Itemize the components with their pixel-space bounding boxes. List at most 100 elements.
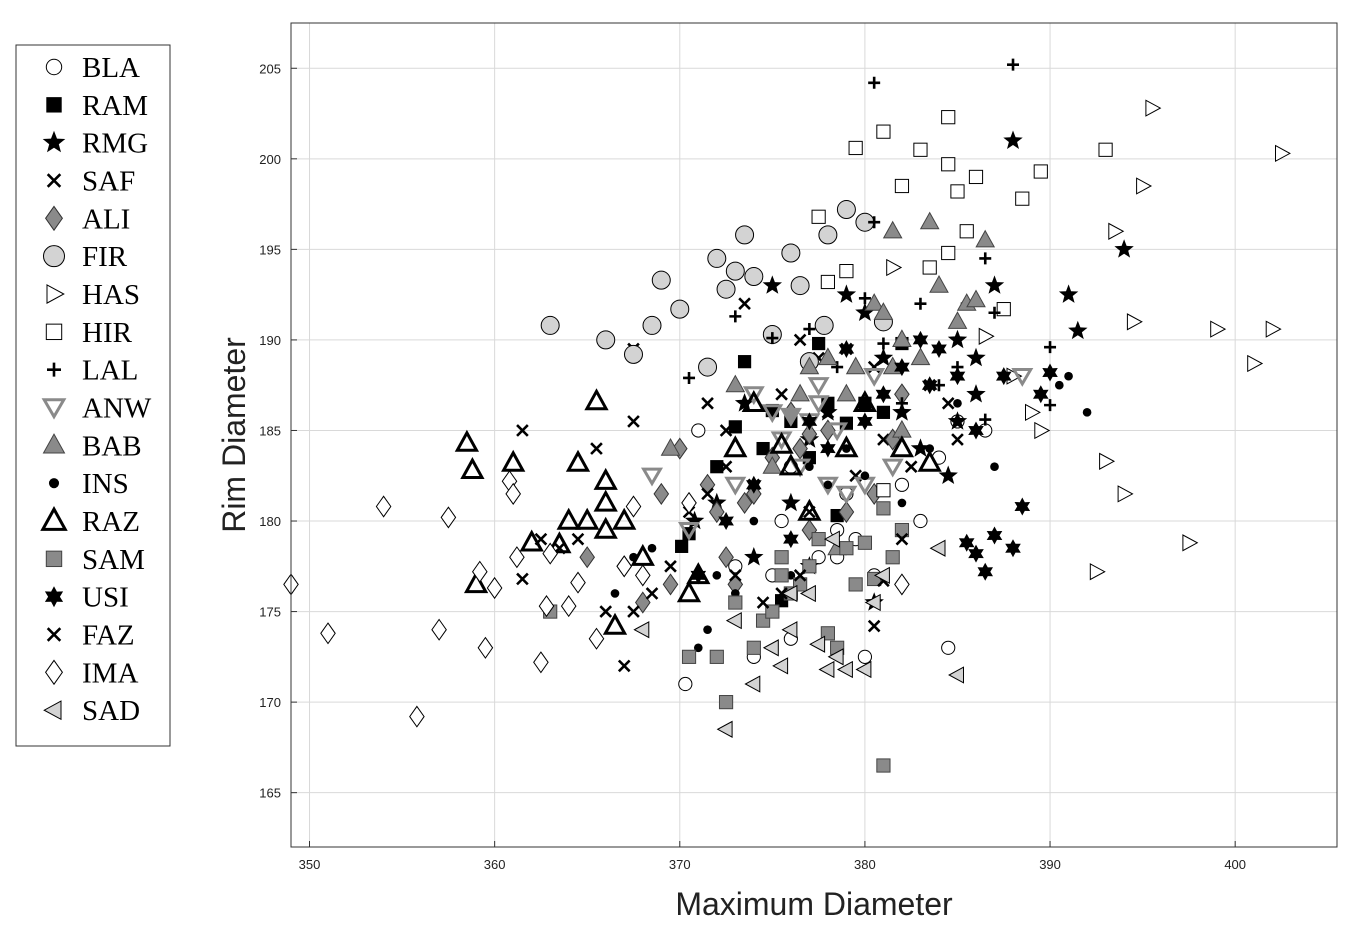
data-point (699, 473, 716, 496)
data-point (947, 311, 968, 329)
data-point (1145, 99, 1162, 117)
data-point (1025, 403, 1041, 422)
data-point (781, 584, 798, 603)
x-tick-label: 400 (1224, 857, 1246, 872)
data-point (516, 424, 529, 437)
data-point (610, 589, 620, 598)
legend-item-saf: SAF (46, 166, 135, 198)
data-point (793, 333, 807, 347)
series-ins (610, 371, 1092, 653)
data-point (925, 444, 935, 453)
data-point (719, 424, 733, 437)
data-point (707, 248, 727, 268)
data-point (584, 388, 609, 411)
data-point (895, 532, 909, 546)
data-point (602, 612, 628, 635)
legend-item-ima: IMA (44, 657, 138, 689)
data-point (814, 315, 834, 335)
data-point (876, 483, 891, 498)
data-point (1182, 534, 1199, 552)
data-point (501, 449, 526, 472)
data-point (938, 465, 958, 484)
y-tick-label: 165 (259, 786, 281, 801)
legend-label: HIR (82, 317, 133, 349)
legend-label: RAM (82, 90, 148, 122)
data-point (848, 140, 863, 156)
legend-marker (42, 433, 66, 454)
data-point (409, 705, 425, 728)
data-point (811, 209, 826, 224)
data-point (664, 559, 677, 573)
data-point (868, 216, 881, 229)
data-point (975, 229, 996, 248)
data-point (860, 471, 870, 481)
data-point (949, 367, 966, 386)
data-point (579, 546, 596, 569)
data-point (941, 110, 956, 125)
data-point (818, 225, 838, 245)
data-point (894, 178, 910, 194)
data-point (627, 605, 640, 618)
data-point (941, 245, 956, 261)
legend-label: SAF (82, 166, 135, 198)
data-point (778, 453, 804, 476)
data-point (818, 660, 835, 679)
data-point (799, 584, 816, 603)
data-point (950, 184, 965, 199)
data-point (836, 200, 856, 220)
data-point (803, 323, 816, 336)
legend-label: INS (82, 468, 129, 500)
legend-item-ins: INS (48, 468, 129, 500)
data-point (440, 506, 457, 529)
data-point (820, 274, 835, 290)
data-point (738, 297, 751, 311)
data-point (486, 576, 503, 600)
data-point (575, 507, 600, 530)
legend-label: USI (82, 582, 129, 614)
data-point (845, 356, 866, 375)
data-point (979, 252, 992, 265)
y-tick-label: 200 (259, 152, 281, 167)
data-point (533, 651, 549, 674)
data-point (959, 224, 974, 239)
data-point (540, 315, 560, 335)
data-point (588, 627, 605, 650)
data-point (895, 397, 908, 410)
data-point (886, 258, 903, 277)
data-point (772, 657, 789, 675)
x-tick-label: 350 (299, 857, 321, 872)
data-point (744, 675, 761, 693)
legend-marker (42, 130, 66, 153)
data-point (826, 422, 849, 442)
data-point (708, 500, 725, 524)
data-point (691, 423, 706, 438)
data-point (1058, 284, 1079, 303)
data-point (684, 510, 705, 530)
data-point (744, 267, 764, 287)
y-tick-label: 180 (259, 514, 281, 529)
legend-item-hir: HIR (45, 317, 133, 349)
data-point (894, 358, 910, 377)
data-point (921, 376, 938, 395)
data-point (1117, 485, 1134, 503)
data-point (868, 76, 881, 89)
data-point (1098, 142, 1113, 157)
data-point (1064, 371, 1073, 381)
data-point (894, 522, 910, 538)
data-point (877, 337, 890, 350)
data-point (779, 407, 802, 427)
data-point (734, 393, 755, 412)
data-point (966, 384, 986, 403)
data-point (913, 142, 928, 157)
data-point (703, 625, 712, 635)
data-point (912, 330, 929, 349)
data-point (612, 507, 637, 530)
legend-item-ram: RAM (46, 90, 148, 122)
data-point (1099, 452, 1116, 470)
data-point (842, 444, 851, 453)
legend-marker (45, 323, 63, 341)
data-point (570, 571, 586, 594)
legend-label: FAZ (82, 620, 135, 652)
series-sad (633, 530, 964, 738)
legend-label: LAL (82, 355, 138, 387)
